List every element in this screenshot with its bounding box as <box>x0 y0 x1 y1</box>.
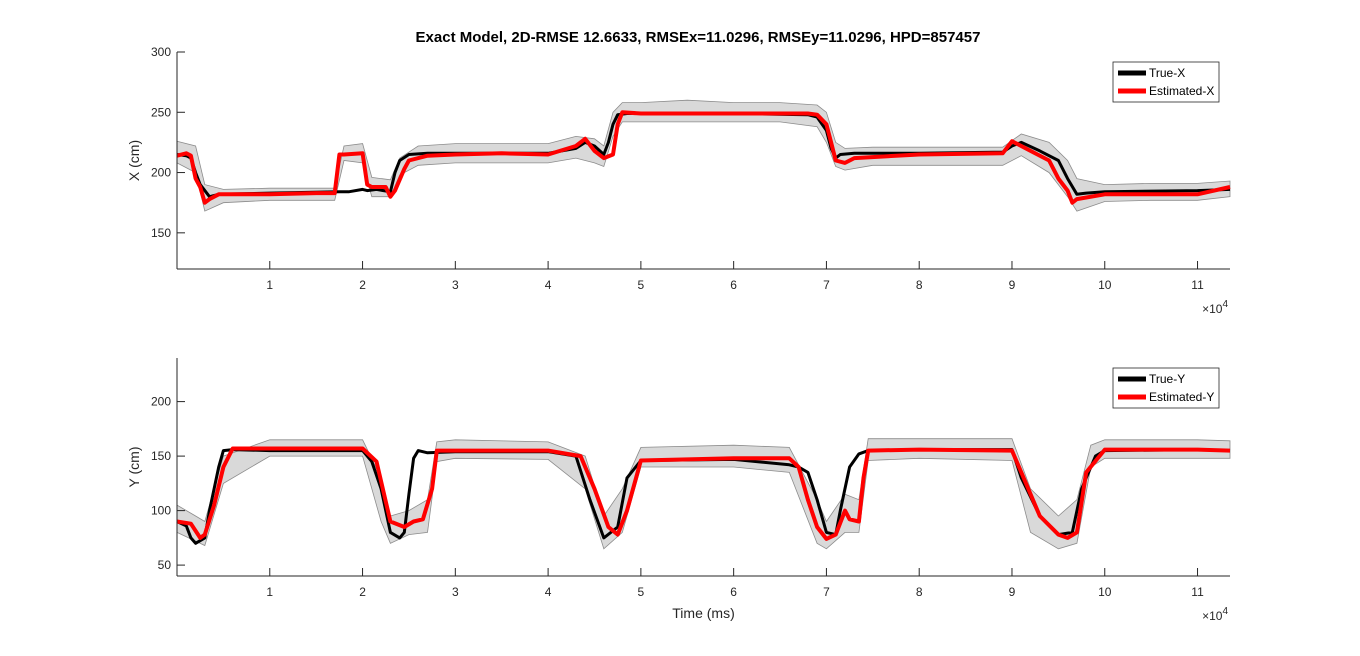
y-axis-label: Y (cm) <box>126 447 142 488</box>
legend-label: True-X <box>1149 66 1185 80</box>
legend: True-Y Estimated-Y <box>1112 367 1220 409</box>
x-tick-label: 3 <box>452 278 459 292</box>
x-tick-label: 9 <box>1009 585 1016 599</box>
legend-label: Estimated-X <box>1149 84 1214 98</box>
x-tick-label: 7 <box>823 278 830 292</box>
x-tick-label: 8 <box>916 585 923 599</box>
x-exponent-label: ×104 <box>1202 606 1228 623</box>
x-tick-label: 11 <box>1191 278 1204 292</box>
x-tick-label: 10 <box>1098 585 1112 599</box>
x-tick-label: 1 <box>266 278 273 292</box>
legend-box <box>1112 367 1220 409</box>
x-tick-label: 8 <box>916 278 923 292</box>
x-exponent-base: ×10 <box>1202 302 1223 316</box>
y-tick-label: 150 <box>151 226 171 240</box>
legend-label: True-Y <box>1149 372 1185 386</box>
x-tick-label: 4 <box>545 278 552 292</box>
x-tick-label: 10 <box>1098 278 1112 292</box>
figure-title: Exact Model, 2D-RMSE 12.6633, RMSEx=11.0… <box>416 29 981 46</box>
x-tick-label: 11 <box>1191 585 1204 599</box>
series-line-estimated-x <box>176 110 1231 205</box>
x-tick-label: 1 <box>266 585 273 599</box>
y-tick-label: 200 <box>151 166 171 180</box>
x-axis-label: Time (ms) <box>672 605 734 621</box>
y-axis-label: X (cm) <box>126 140 142 181</box>
x-tick-label: 6 <box>730 278 737 292</box>
x-tick-label: 7 <box>823 585 830 599</box>
y-tick-label: 250 <box>151 105 171 119</box>
y-position-panel: 1 2 3 4 5 6 7 8 9 10 11 50 100 150 200 Y (cm) Time (ms) ×… <box>126 358 1231 623</box>
x-exponent-power: 4 <box>1222 299 1228 310</box>
x-exponent-power: 4 <box>1222 606 1228 617</box>
x-tick-label: 5 <box>638 585 645 599</box>
x-tick-label: 2 <box>359 585 366 599</box>
x-exponent-label: ×104 <box>1202 299 1228 316</box>
x-tick-label: 2 <box>359 278 366 292</box>
x-tick-label: 5 <box>638 278 645 292</box>
y-tick-label: 50 <box>158 558 172 572</box>
legend-box <box>1112 61 1220 103</box>
x-tick-label: 6 <box>730 585 737 599</box>
uncertainty-band <box>176 99 1231 212</box>
y-tick-label: 200 <box>151 395 171 409</box>
y-tick-label: 300 <box>151 45 171 59</box>
series-line-estimated-y <box>176 446 1231 541</box>
y-tick-label: 100 <box>151 504 171 518</box>
series-line-true-x <box>176 112 1231 199</box>
x-exponent-base: ×10 <box>1202 609 1223 623</box>
x-tick-label: 3 <box>452 585 459 599</box>
legend: True-X Estimated-X <box>1112 61 1220 103</box>
x-tick-label: 9 <box>1009 278 1016 292</box>
x-tick-label: 4 <box>545 585 552 599</box>
legend-label: Estimated-Y <box>1149 390 1214 404</box>
y-tick-label: 150 <box>151 449 171 463</box>
